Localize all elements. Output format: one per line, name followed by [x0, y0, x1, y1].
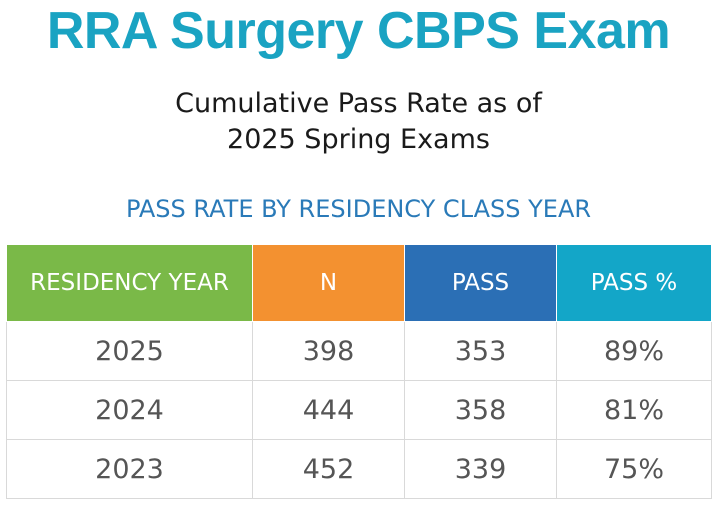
cell-pass: 339 [404, 439, 557, 499]
header-residency-year: RESIDENCY YEAR [6, 244, 253, 322]
table-row: 2025 398 353 89% [6, 321, 712, 381]
cell-residency-year: 2024 [6, 380, 253, 440]
subtitle: Cumulative Pass Rate as of 2025 Spring E… [0, 86, 717, 158]
cell-n: 452 [252, 439, 405, 499]
header-pass-percent: PASS % [556, 244, 712, 322]
cell-n: 444 [252, 380, 405, 440]
table-header-row: RESIDENCY YEAR N PASS PASS % [6, 244, 712, 322]
cell-residency-year: 2023 [6, 439, 253, 499]
page-title: RRA Surgery CBPS Exam [46, 2, 671, 60]
cell-pass-percent: 81% [556, 380, 712, 440]
table-row: 2024 444 358 81% [6, 380, 712, 440]
cell-pass-percent: 75% [556, 439, 712, 499]
section-heading: PASS RATE BY RESIDENCY CLASS YEAR [125, 195, 592, 223]
subtitle-line-1: Cumulative Pass Rate as of [175, 88, 542, 119]
cell-residency-year: 2025 [6, 321, 253, 381]
cell-pass: 353 [404, 321, 557, 381]
cell-pass: 358 [404, 380, 557, 440]
header-n: N [252, 244, 405, 322]
cell-pass-percent: 89% [556, 321, 712, 381]
subtitle-line-2: 2025 Spring Exams [227, 124, 490, 155]
pass-rate-table: RESIDENCY YEAR N PASS PASS % 2025 398 35… [6, 244, 712, 499]
header-pass: PASS [404, 244, 557, 322]
table-row: 2023 452 339 75% [6, 439, 712, 499]
cell-n: 398 [252, 321, 405, 381]
